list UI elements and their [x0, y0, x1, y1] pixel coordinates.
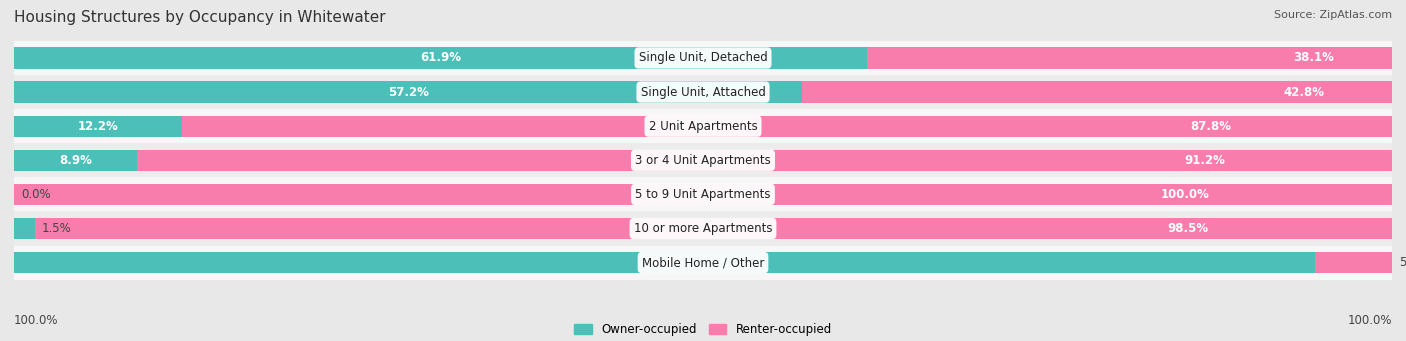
Bar: [14, 109, 1392, 143]
Bar: [14, 81, 803, 103]
Text: 61.9%: 61.9%: [420, 51, 461, 64]
Bar: [183, 116, 1392, 137]
Text: Mobile Home / Other: Mobile Home / Other: [641, 256, 765, 269]
Text: 3 or 4 Unit Apartments: 3 or 4 Unit Apartments: [636, 154, 770, 167]
Text: 91.2%: 91.2%: [1184, 154, 1225, 167]
Text: Housing Structures by Occupancy in Whitewater: Housing Structures by Occupancy in White…: [14, 10, 385, 25]
Text: 5.6%: 5.6%: [1399, 256, 1406, 269]
Text: 38.1%: 38.1%: [1292, 51, 1334, 64]
Bar: [1315, 252, 1392, 273]
Text: 100.0%: 100.0%: [1161, 188, 1209, 201]
Bar: [14, 177, 1392, 211]
Text: 98.5%: 98.5%: [1168, 222, 1209, 235]
Text: 94.4%: 94.4%: [644, 256, 685, 269]
Text: Source: ZipAtlas.com: Source: ZipAtlas.com: [1274, 10, 1392, 20]
Bar: [868, 47, 1392, 69]
Bar: [14, 41, 1392, 75]
Text: 57.2%: 57.2%: [388, 86, 429, 99]
Bar: [14, 246, 1392, 280]
Bar: [14, 143, 1392, 177]
Bar: [14, 47, 868, 69]
Text: 10 or more Apartments: 10 or more Apartments: [634, 222, 772, 235]
Text: 12.2%: 12.2%: [77, 120, 118, 133]
Bar: [14, 184, 1392, 205]
Bar: [14, 116, 183, 137]
Text: 87.8%: 87.8%: [1189, 120, 1232, 133]
Text: 5 to 9 Unit Apartments: 5 to 9 Unit Apartments: [636, 188, 770, 201]
Bar: [14, 252, 1315, 273]
Bar: [14, 211, 1392, 246]
Text: 2 Unit Apartments: 2 Unit Apartments: [648, 120, 758, 133]
Text: Single Unit, Attached: Single Unit, Attached: [641, 86, 765, 99]
Text: 1.5%: 1.5%: [42, 222, 72, 235]
Text: 100.0%: 100.0%: [1347, 314, 1392, 327]
Text: 0.0%: 0.0%: [21, 188, 51, 201]
Bar: [803, 81, 1392, 103]
Text: 42.8%: 42.8%: [1284, 86, 1324, 99]
Text: 100.0%: 100.0%: [14, 314, 59, 327]
Bar: [14, 150, 136, 171]
Legend: Owner-occupied, Renter-occupied: Owner-occupied, Renter-occupied: [569, 318, 837, 341]
Text: 8.9%: 8.9%: [59, 154, 91, 167]
Bar: [14, 75, 1392, 109]
Bar: [35, 218, 1392, 239]
Bar: [136, 150, 1393, 171]
Bar: [14, 218, 35, 239]
Text: Single Unit, Detached: Single Unit, Detached: [638, 51, 768, 64]
